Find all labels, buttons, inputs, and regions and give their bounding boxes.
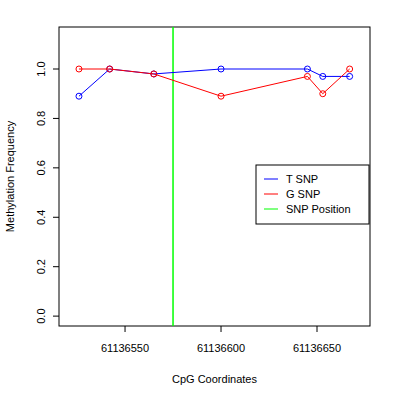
series-point: [107, 66, 113, 72]
x-tick: [221, 326, 222, 332]
y-tick-label: 0.4: [35, 210, 47, 225]
legend-swatch: [264, 179, 278, 180]
chart: 61136550 61136600 61136650 0.0 0.2 0.4 0.6 0.8 1…: [0, 0, 400, 400]
legend-label: G SNP: [286, 188, 320, 200]
series-point: [218, 66, 224, 72]
x-tick: [317, 326, 318, 332]
y-tick-label: 0.0: [35, 308, 47, 323]
series-point: [320, 73, 326, 79]
y-tick: [53, 266, 59, 267]
series-point: [76, 66, 82, 72]
y-tick: [53, 316, 59, 317]
series-point: [304, 66, 310, 72]
series-line: [79, 69, 350, 96]
y-tick-label: 0.6: [35, 160, 47, 175]
y-tick: [53, 217, 59, 218]
plot-frame: [59, 27, 370, 326]
y-tick: [53, 167, 59, 168]
legend-label: SNP Position: [286, 203, 351, 215]
legend-box: [256, 165, 369, 224]
y-tick-label: 0.8: [35, 111, 47, 126]
x-tick-label: 61136550: [101, 342, 149, 354]
series-point: [76, 93, 82, 99]
x-axis-label: CpG Coordinates: [172, 373, 257, 385]
series-point: [151, 71, 157, 77]
series-point: [320, 91, 326, 97]
y-tick: [53, 118, 59, 119]
series-point: [304, 73, 310, 79]
y-axis-label: Methylation Frequency: [4, 120, 16, 232]
legend-label: T SNP: [286, 173, 318, 185]
x-tick-label: 61136600: [197, 342, 245, 354]
series-point: [347, 73, 353, 79]
x-tick: [125, 326, 126, 332]
plot-area: [76, 27, 353, 326]
series-line: [79, 69, 350, 96]
y-tick: [53, 69, 59, 70]
series-point: [347, 66, 353, 72]
series-point: [218, 93, 224, 99]
y-tick-label: 1.0: [35, 61, 47, 76]
legend-swatch: [264, 209, 278, 210]
legend-swatch: [264, 194, 278, 195]
x-tick-label: 61136650: [293, 342, 341, 354]
y-tick-label: 0.2: [35, 259, 47, 274]
chart-root: 61136550 61136600 61136650 0.0 0.2 0.4 0.6 0.8 1…: [0, 0, 400, 400]
snp-line: [172, 27, 174, 326]
